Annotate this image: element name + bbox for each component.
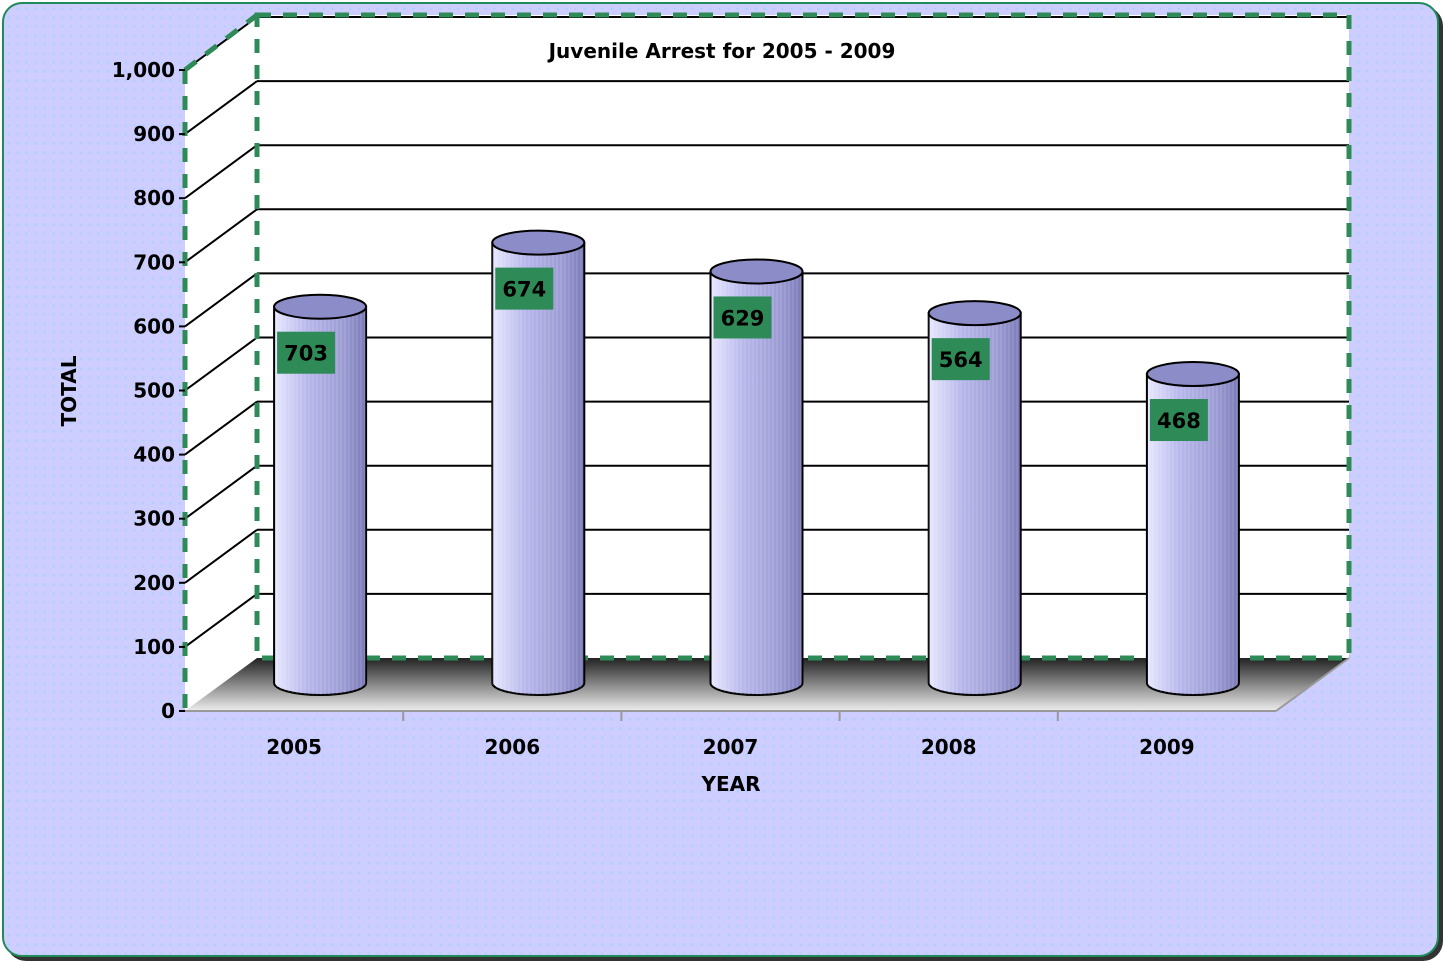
data-label: 703 [284, 342, 328, 366]
bar-texture [710, 271, 803, 695]
bar-top [273, 293, 368, 320]
data-label-box [713, 296, 772, 339]
bar-texture [492, 242, 585, 695]
x-tick-label: 2007 [703, 735, 759, 759]
bar-texture [928, 313, 1021, 695]
gridline-depth [184, 144, 258, 200]
y-tick-label: 300 [133, 507, 175, 531]
juvenile-arrest-chart: 0 100 200 300 400 500 600 700 800 900 1,000 703 2005… [57, 12, 1352, 796]
x-tick-label: 2008 [921, 735, 977, 759]
x-tick-label: 2009 [1139, 735, 1195, 759]
gridline-depth [184, 400, 258, 456]
chart-title: Juvenile Arrest for 2005 - 2009 [547, 39, 896, 63]
data-label-box [931, 338, 990, 381]
y-tick-label: 600 [133, 314, 175, 338]
chart-text: 0 100 200 300 400 500 600 700 800 900 1,000 703 2005… [57, 39, 1201, 796]
bar-top [927, 300, 1022, 327]
bar-2007 [709, 258, 804, 696]
gridline-depth [184, 80, 258, 135]
bar-2008 [927, 300, 1022, 696]
y-tick-label: 100 [133, 635, 175, 659]
y-tick-label: 400 [133, 443, 175, 467]
data-label-box [277, 331, 336, 374]
y-tick-label: 1,000 [112, 58, 175, 82]
bar-top [491, 229, 586, 256]
bar-2005 [273, 293, 368, 696]
data-label: 468 [1157, 409, 1201, 433]
floor-edge [1275, 657, 1350, 712]
x-tick-label: 2005 [266, 735, 322, 759]
gridline-depth [184, 464, 258, 520]
gridline-depth [184, 336, 258, 392]
bar-texture [274, 306, 367, 695]
x-axis-title: YEAR [700, 772, 760, 796]
y-tick-label: 0 [161, 699, 175, 723]
bar-2006 [491, 229, 586, 696]
y-tick-label: 500 [133, 379, 175, 403]
y-tick-label: 700 [133, 250, 175, 274]
gridline-depth [184, 528, 258, 584]
gridline-depth [184, 16, 258, 71]
back-wall-border [254, 12, 1352, 661]
x-tick-label: 2006 [484, 735, 540, 759]
gridline-depth [184, 593, 258, 648]
bars [273, 229, 1240, 696]
data-label: 629 [721, 306, 765, 330]
y-tick-label: 200 [133, 571, 175, 595]
y-axis-title: TOTAL [57, 355, 81, 426]
gridline-depth [184, 272, 258, 328]
y-tick-label: 900 [133, 122, 175, 146]
bar-top [709, 258, 804, 285]
gridline-depth [184, 208, 258, 264]
data-label-box [495, 267, 554, 310]
bar-texture [1146, 374, 1239, 695]
bar-top [1145, 361, 1240, 388]
bar-2009 [1145, 361, 1240, 696]
y-tick-label: 800 [133, 186, 175, 210]
data-label: 674 [502, 278, 546, 302]
data-label-box [1149, 399, 1208, 442]
data-label: 564 [939, 348, 983, 372]
